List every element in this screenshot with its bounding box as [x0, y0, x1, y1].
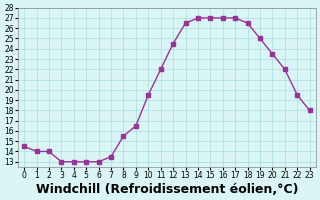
X-axis label: Windchill (Refroidissement éolien,°C): Windchill (Refroidissement éolien,°C) [36, 183, 298, 196]
